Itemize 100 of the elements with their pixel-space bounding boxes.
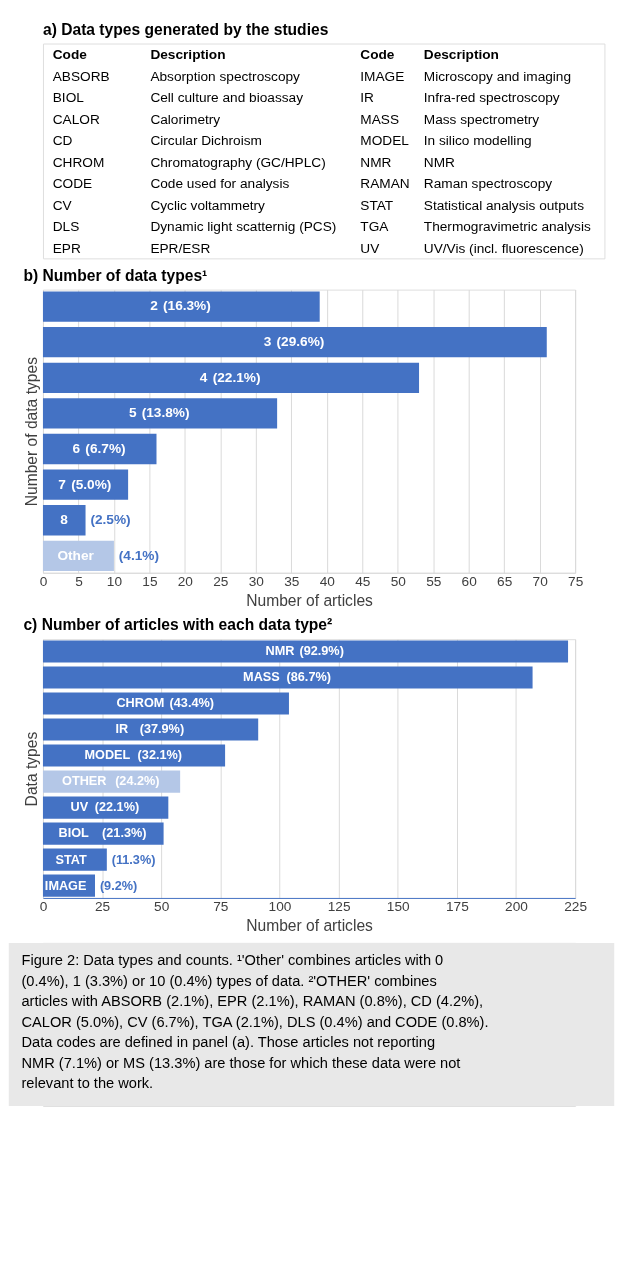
text: IR <box>360 90 375 106</box>
category-label: NMR <box>265 644 295 659</box>
bar <box>42 640 569 663</box>
category-label: 3 <box>263 334 272 350</box>
category-label: 4 <box>199 369 208 385</box>
x-tick-label: 65 <box>497 573 513 589</box>
bar <box>42 398 278 429</box>
annotation: (22.1%) <box>94 800 140 815</box>
annotation: (2.5%) <box>90 512 131 528</box>
x-axis-title: Number of articles <box>246 591 374 609</box>
x-tick-label: 35 <box>284 573 300 589</box>
text: Absorption spectroscopy <box>150 68 301 84</box>
text: Cyclic voltammetry <box>150 197 266 213</box>
text: Cell culture and bioassay <box>150 90 304 106</box>
category-label: BIOL <box>58 826 89 841</box>
annotation: (6.7%) <box>85 440 126 456</box>
x-tick-label: 30 <box>248 573 265 589</box>
bar <box>42 469 129 500</box>
y-axis-title: Number of data types <box>22 356 40 507</box>
annotation: (43.4%) <box>169 696 214 711</box>
category-label: MODEL <box>84 748 131 763</box>
annotation: (22.1%) <box>212 369 261 385</box>
text: ABSORB <box>52 68 110 84</box>
text: Raman spectroscopy <box>423 176 553 192</box>
x-tick-label: 225 <box>564 899 588 915</box>
category-label: IR <box>115 722 129 737</box>
x-tick-label: 75 <box>568 573 584 589</box>
text: TGA <box>360 219 390 235</box>
text: Chromatography (GC/HPLC) <box>150 154 326 170</box>
text: CD <box>52 133 73 149</box>
x-tick-label: 75 <box>213 899 229 915</box>
annotation: (32.1%) <box>137 748 183 763</box>
annotation: (9.2%) <box>99 878 138 893</box>
chart-title: b) Number of data types¹ <box>23 266 208 284</box>
category-label: 7 <box>58 476 66 492</box>
x-tick-label: 15 <box>142 573 158 589</box>
text: IMAGE <box>360 68 405 84</box>
category-label: IMAGE <box>44 878 87 893</box>
text: Dynamic light scatternig (PCS) <box>150 219 337 235</box>
text: UV <box>360 240 381 256</box>
bar <box>42 362 420 393</box>
text: EPR/ESR <box>150 240 211 256</box>
annotation: (37.9%) <box>139 722 185 737</box>
text: Description <box>423 47 499 63</box>
x-tick-label: 200 <box>505 899 529 915</box>
x-tick-label: 55 <box>426 573 442 589</box>
text: Code <box>360 47 395 63</box>
chart-title: c) Number of articles with each data type² <box>23 616 333 634</box>
text: NMR <box>423 154 456 170</box>
x-tick-label: 70 <box>532 573 549 589</box>
annotation: (13.8%) <box>141 405 190 421</box>
x-tick-label: 45 <box>355 573 371 589</box>
x-tick-label: 5 <box>75 573 84 589</box>
x-tick-label: 25 <box>94 899 111 915</box>
annotation: (92.9%) <box>299 644 344 659</box>
bar <box>42 666 533 689</box>
text: Infra-red spectroscopy <box>423 90 560 106</box>
text: Calorimetry <box>150 111 221 127</box>
text: MASS <box>360 111 400 127</box>
annotation: (4.1%) <box>118 547 160 563</box>
category-label: CHROM <box>116 696 165 711</box>
y-axis-title: Data types <box>22 731 40 807</box>
category-label: OTHER <box>62 774 107 789</box>
text: RAMAN <box>360 176 410 192</box>
x-tick-label: 10 <box>106 573 123 589</box>
text: Circular Dichroism <box>150 133 262 149</box>
x-tick-label: 150 <box>386 899 411 915</box>
annotation: (21.3%) <box>102 826 147 841</box>
text: DLS <box>52 219 80 235</box>
x-tick-label: 20 <box>177 573 194 589</box>
x-tick-label: 125 <box>327 899 351 915</box>
text: Code <box>52 47 88 63</box>
text: Code used for analysis <box>150 176 290 192</box>
category-label: 5 <box>128 405 137 421</box>
bar <box>42 327 547 358</box>
text: Statistical analysis outputs <box>423 197 585 213</box>
x-tick-label: 40 <box>319 573 336 589</box>
category-label: UV <box>70 800 89 815</box>
category-label: MASS <box>243 670 280 685</box>
category-label: 8 <box>60 512 68 528</box>
x-tick-label: 50 <box>154 899 170 915</box>
text: STAT <box>360 197 394 213</box>
annotation: (11.3%) <box>111 852 156 867</box>
x-tick-label: 25 <box>213 573 229 589</box>
category-label: STAT <box>55 852 87 867</box>
text: CALOR <box>52 111 100 127</box>
bar <box>42 291 320 322</box>
annotation: (24.2%) <box>115 774 160 789</box>
x-axis-title: Number of articles <box>246 916 374 934</box>
x-tick-label: 0 <box>39 899 48 915</box>
annotation: (86.7%) <box>286 670 331 685</box>
annotation: (16.3%) <box>163 298 211 314</box>
text: Thermogravimetric analysis <box>423 219 591 235</box>
bar <box>42 433 157 465</box>
x-tick-label: 0 <box>39 573 48 589</box>
text: a) Data types generated by the studies <box>42 20 329 38</box>
x-tick-label: 175 <box>445 899 470 915</box>
text: CHROM <box>52 154 105 170</box>
x-tick-label: 60 <box>461 573 478 589</box>
bar <box>42 505 86 536</box>
